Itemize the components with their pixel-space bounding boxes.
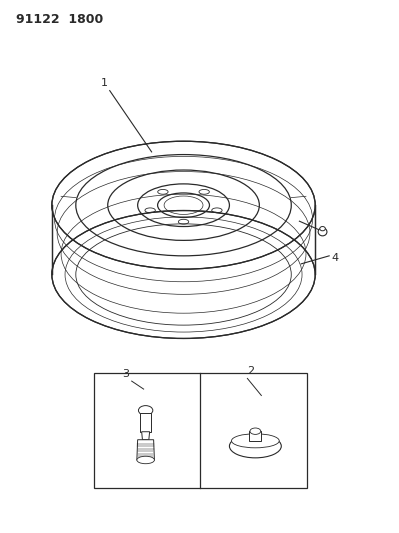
Text: 2: 2 bbox=[247, 366, 255, 376]
Ellipse shape bbox=[138, 406, 153, 415]
Ellipse shape bbox=[320, 227, 325, 231]
Ellipse shape bbox=[229, 434, 281, 458]
Polygon shape bbox=[140, 413, 151, 432]
Ellipse shape bbox=[52, 141, 315, 269]
Ellipse shape bbox=[250, 428, 261, 434]
Ellipse shape bbox=[231, 434, 279, 448]
Text: 91122  1800: 91122 1800 bbox=[16, 13, 103, 26]
Bar bbox=[249, 431, 261, 441]
Text: 4: 4 bbox=[331, 253, 338, 263]
Polygon shape bbox=[137, 440, 154, 460]
Bar bbox=[52, 205, 315, 338]
Polygon shape bbox=[142, 432, 150, 440]
Text: 1: 1 bbox=[101, 78, 108, 88]
Ellipse shape bbox=[137, 456, 154, 464]
Ellipse shape bbox=[318, 228, 327, 236]
Bar bbox=[94, 373, 307, 488]
Text: 3: 3 bbox=[122, 369, 130, 379]
